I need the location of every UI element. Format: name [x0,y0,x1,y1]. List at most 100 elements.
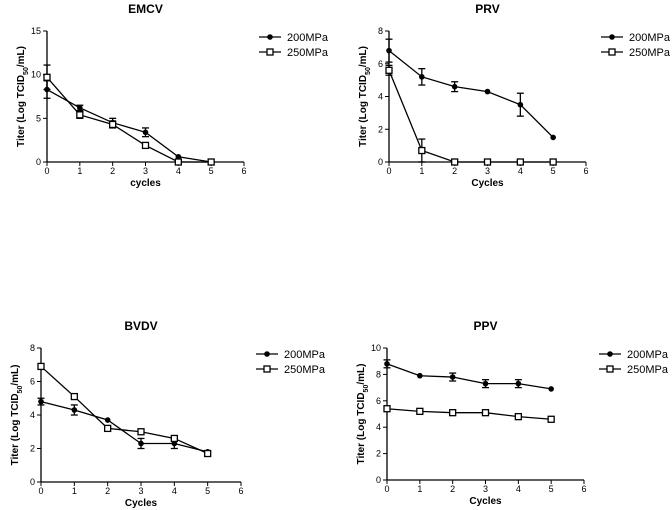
x-tick-label: 5 [205,486,210,496]
data-point [416,407,424,416]
legend-entry: 200MPa [601,32,671,44]
x-tick-label: 2 [105,486,110,496]
legend-label: 250MPa [627,364,669,376]
series-250MPa [383,405,555,423]
data-point [484,88,491,95]
data-point [37,362,45,371]
y-tick-label: 6 [376,396,381,406]
x-tick-label: 0 [44,166,49,176]
legend-entry: 250MPa [256,364,326,376]
data-point [516,158,524,166]
legend-marker [263,365,271,373]
chart-title: PPV [473,319,497,333]
data-point [550,134,556,141]
legend-marker [267,34,273,40]
data-point [43,73,51,81]
y-tick-label: 0 [30,477,35,487]
chart-panel-1: PRV 0 1 2 3 4 5 6 0 2 4 6 8 Cycles Titer (Log TCID50/m… [358,2,671,189]
x-tick-label: 2 [452,166,457,176]
y-axis-label: Titer (Log TCID50/mL) [358,46,372,147]
series-250MPa [37,362,212,458]
x-tick-label: 4 [172,486,177,496]
data-point [482,380,489,387]
x-tick-label: 5 [549,484,554,494]
y-tick-label: 8 [376,369,381,379]
data-point [175,153,182,160]
x-tick-label: 3 [483,484,488,494]
x-tick-label: 2 [450,484,455,494]
y-tick-label: 4 [376,422,381,432]
legend-entry: 200MPa [259,32,329,44]
x-tick-label: 4 [516,484,521,494]
legend-label: 200MPa [287,32,329,44]
series-200MPa [37,397,211,455]
chart-title: PRV [475,2,499,16]
data-point [449,409,457,417]
x-tick-label: 5 [551,166,556,176]
data-point [514,412,522,421]
data-point [515,380,522,387]
data-point [549,158,557,166]
legend-entry: 250MPa [599,364,669,376]
data-point [385,66,393,74]
x-tick-label: 5 [209,166,214,176]
data-point [483,158,492,166]
data-point [451,83,458,90]
series-200MPa [385,38,556,141]
chart-panel-0: EMCV 0 1 2 3 4 5 6 0 5 10 15 cycles Titer (Log TCID50… [16,2,329,189]
series-line [388,70,554,163]
data-point [418,146,426,155]
legend-entry: 250MPa [259,47,329,59]
data-point [76,111,84,119]
x-tick-label: 2 [110,166,115,176]
data-point [449,374,456,380]
series-line [386,363,552,390]
y-tick-label: 10 [371,343,381,353]
legend-label: 200MPa [629,32,671,44]
y-tick-label: 2 [376,449,381,459]
series-200MPa [383,359,554,392]
chart-panel-3: PPV 0 1 2 3 4 5 6 0 2 4 6 8 10 Cycles Titer (Log TCID50… [356,319,669,507]
chart-panel-2: BVDV 0 1 2 3 4 5 6 0 2 4 6 8 Cycles Titer (Log TCID50/… [10,319,326,509]
x-tick-label: 3 [143,166,148,176]
legend-marker [266,48,274,56]
y-tick-label: 15 [31,26,41,36]
legend-label: 250MPa [629,47,671,59]
x-tick-label: 0 [38,486,43,496]
y-tick-label: 4 [378,92,383,102]
data-point [174,158,182,166]
x-tick-label: 1 [417,484,422,494]
data-point [38,398,44,405]
legend-entry: 200MPa [256,349,326,361]
y-tick-label: 4 [30,410,35,420]
y-axis-label: Titer (Log TCID50/mL) [16,46,30,147]
data-point [451,158,459,166]
legend-marker [609,34,615,40]
data-point [383,405,391,413]
series-line [388,50,554,138]
x-tick-label: 6 [581,484,586,494]
y-tick-label: 2 [30,444,35,454]
y-tick-label: 5 [36,113,41,123]
x-tick-label: 6 [238,486,243,496]
legend-marker [608,48,616,56]
legend-label: 250MPa [287,47,329,59]
x-tick-label: 3 [138,486,143,496]
legend-entry: 200MPa [599,349,669,361]
chart-title: EMCV [128,2,163,16]
x-axis-label: Cycles [471,178,504,189]
legend-marker [607,351,613,357]
legend-marker [606,365,614,373]
y-axis-label: Titer (Log TCID50/mL) [10,365,24,466]
y-tick-label: 8 [378,26,383,36]
series-200MPa [43,80,214,165]
y-tick-label: 6 [378,59,383,69]
series-line [40,365,208,455]
y-tick-label: 6 [30,377,35,387]
series-line [46,76,212,163]
data-point [141,141,150,150]
x-tick-label: 0 [386,166,391,176]
data-point [547,415,555,423]
legend-entry: 250MPa [601,47,671,59]
